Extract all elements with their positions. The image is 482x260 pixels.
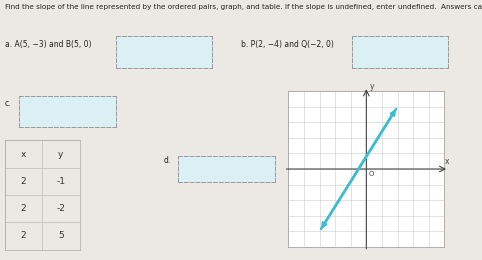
Text: -1: -1 [56, 177, 66, 186]
Text: 2: 2 [21, 231, 27, 240]
Text: y: y [370, 82, 374, 92]
Text: 2: 2 [21, 204, 27, 213]
Text: Find the slope of the line represented by the ordered pairs, graph, and table. I: Find the slope of the line represented b… [5, 4, 482, 10]
Text: a. A(5, −3) and B(5, 0): a. A(5, −3) and B(5, 0) [5, 40, 91, 49]
Text: O: O [368, 171, 374, 177]
Text: d.: d. [164, 156, 171, 165]
Text: y: y [58, 150, 64, 159]
Text: b. P(2, −4) and Q(−2, 0): b. P(2, −4) and Q(−2, 0) [241, 40, 334, 49]
Text: x: x [21, 150, 26, 159]
Text: c.: c. [5, 99, 11, 108]
Text: 2: 2 [21, 177, 27, 186]
Text: -2: -2 [56, 204, 65, 213]
Text: 5: 5 [58, 231, 64, 240]
Text: x: x [444, 157, 449, 166]
